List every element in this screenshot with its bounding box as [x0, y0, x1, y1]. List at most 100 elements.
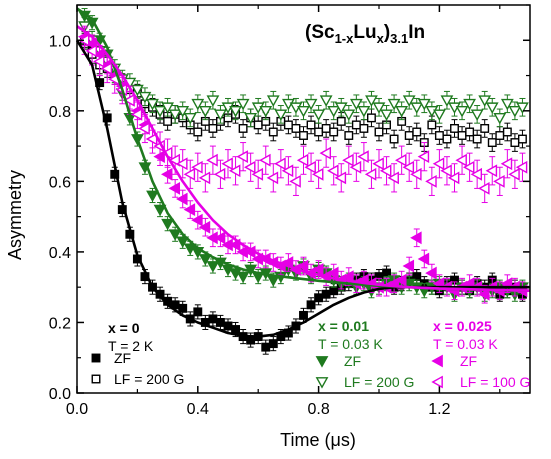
data-point: [336, 116, 346, 126]
data-point: [168, 109, 182, 121]
data-point: [427, 120, 437, 130]
data-point: [344, 131, 354, 140]
legend-zf-marker: [431, 354, 443, 368]
data-point: [138, 91, 152, 104]
legend-temperature: T = 0.03 K: [433, 336, 498, 352]
data-point: [478, 95, 492, 107]
data-point: [266, 275, 280, 287]
data-point: [268, 127, 278, 137]
data-point: [402, 259, 415, 273]
data-point: [215, 318, 225, 327]
data-point: [432, 157, 445, 171]
data-point: [465, 127, 475, 137]
data-point: [238, 124, 248, 133]
data-point: [334, 171, 347, 185]
fit-layer: [75, 7, 531, 338]
legend-zf-marker: [315, 356, 329, 368]
data-point: [244, 160, 256, 174]
legend-g2: x = 0.025 T = 0.03 KZF LF = 100 G: [431, 318, 530, 390]
data-point: [198, 105, 212, 118]
data-point: [299, 310, 308, 320]
title-part: 3.1: [390, 31, 408, 46]
title-part: x: [377, 31, 385, 46]
data-point: [168, 182, 181, 195]
data-point: [266, 171, 279, 185]
legend-header: x = 0.01: [318, 318, 369, 334]
chart-title: (Sc1-xLux)3.1In: [305, 22, 425, 46]
data-point: [365, 95, 378, 107]
y-axis-label: Asymmetry: [5, 170, 25, 260]
x-tick-label: 0.8: [307, 401, 329, 418]
data-point: [319, 95, 333, 107]
data-point: [342, 153, 354, 167]
data-point: [329, 127, 339, 137]
data-point: [266, 95, 280, 107]
data-point: [163, 116, 173, 126]
data-point: [410, 102, 424, 114]
legend-temperature: T = 2 K: [108, 338, 154, 354]
data-point: [168, 229, 182, 241]
legend-lf-marker: [431, 375, 443, 389]
data-point: [153, 150, 165, 164]
data-point: [417, 252, 430, 266]
data-point: [312, 109, 325, 121]
data-point: [178, 303, 188, 313]
legend-zf-label: ZF: [344, 353, 361, 369]
data-point: [372, 157, 384, 171]
fit-curve-g0: [75, 39, 530, 338]
data-point: [485, 102, 499, 114]
data-point: [146, 98, 159, 111]
series-g1-lf: [78, 16, 529, 128]
data-point: [291, 124, 301, 133]
data-point: [450, 124, 459, 133]
data-point: [357, 105, 371, 118]
data-point: [281, 164, 294, 178]
data-point: [311, 263, 324, 276]
data-point: [85, 44, 97, 58]
data-point: [410, 167, 422, 181]
data-point: [447, 171, 460, 185]
data-point: [327, 105, 341, 118]
fit-curve-g2: [76, 25, 531, 292]
data-point: [485, 164, 498, 178]
data-point: [349, 98, 363, 111]
data-point: [314, 293, 324, 303]
series-g0-zf: [80, 32, 527, 355]
data-point: [274, 109, 288, 121]
data-point: [380, 109, 393, 121]
x-tick-label: 0.4: [187, 401, 209, 418]
legend-lf-label: LF = 100 G: [460, 374, 530, 390]
data-point: [296, 153, 309, 167]
data-point: [359, 124, 369, 133]
data-point: [206, 95, 220, 107]
data-point: [364, 167, 377, 181]
data-point: [334, 102, 348, 114]
data-point: [259, 105, 273, 118]
data-point: [379, 164, 392, 178]
data-point: [500, 98, 514, 111]
data-point: [213, 231, 226, 245]
data-point: [251, 167, 264, 181]
data-point: [183, 167, 196, 181]
data-point: [495, 131, 505, 140]
data-point: [146, 190, 159, 203]
data-point: [296, 259, 309, 273]
tick-layer: 0.0 0.4 0.8 1.2 0.0 0.2 0.4 0.6 0.8 1.0: [49, 4, 530, 418]
data-point: [425, 266, 437, 280]
data-point: [261, 342, 271, 352]
data-point: [442, 134, 452, 144]
data-point: [289, 174, 301, 188]
y-tick-label: 0.6: [49, 174, 71, 191]
data-point: [508, 105, 522, 118]
data-point: [455, 105, 469, 118]
data-point: [161, 218, 174, 231]
data-point: [321, 124, 331, 133]
data-point: [183, 113, 197, 125]
data-point: [487, 138, 497, 148]
data-point: [306, 120, 316, 130]
data-point: [319, 146, 332, 160]
data-point: [508, 167, 520, 181]
data-point: [100, 62, 113, 75]
data-point: [208, 124, 218, 133]
data-point: [221, 157, 233, 171]
